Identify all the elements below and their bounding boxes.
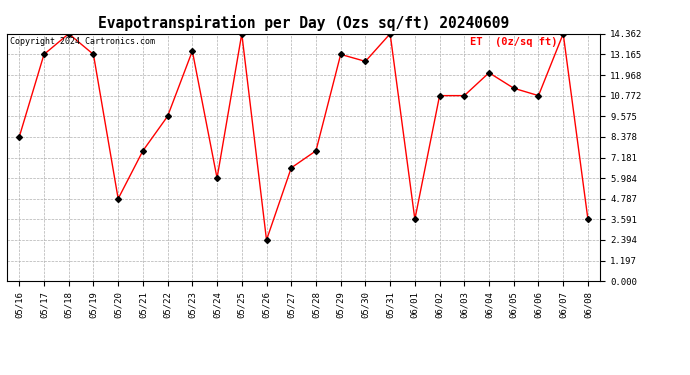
- Title: Evapotranspiration per Day (Ozs sq/ft) 20240609: Evapotranspiration per Day (Ozs sq/ft) 2…: [98, 15, 509, 31]
- Text: Copyright 2024 Cartronics.com: Copyright 2024 Cartronics.com: [10, 38, 155, 46]
- Text: ET  (0z/sq ft): ET (0z/sq ft): [470, 38, 558, 48]
